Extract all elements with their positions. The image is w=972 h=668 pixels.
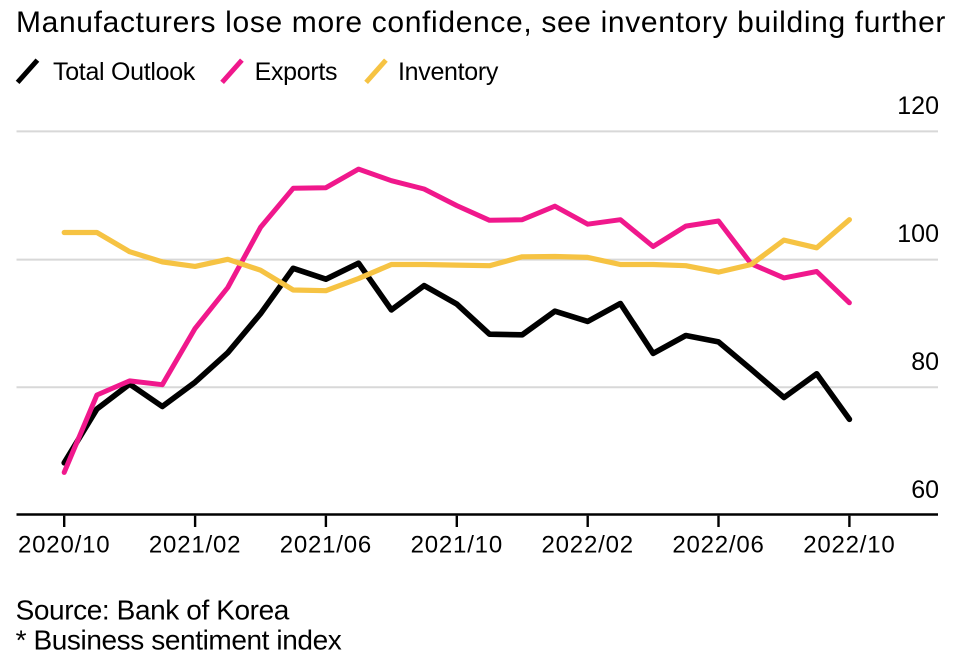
svg-text:2022/02: 2022/02	[542, 532, 634, 559]
svg-text:* Business sentiment index: * Business sentiment index	[16, 625, 342, 656]
svg-text:2022/10: 2022/10	[803, 532, 895, 559]
svg-text:2022/06: 2022/06	[672, 532, 764, 559]
svg-text:2020/10: 2020/10	[18, 532, 110, 559]
svg-text:2021/06: 2021/06	[280, 532, 372, 559]
svg-text:100: 100	[897, 220, 939, 248]
svg-text:Exports: Exports	[255, 58, 338, 86]
svg-text:2021/02: 2021/02	[149, 532, 241, 559]
svg-text:60: 60	[911, 476, 939, 504]
svg-text:Inventory: Inventory	[398, 58, 499, 86]
svg-text:Total Outlook: Total Outlook	[53, 58, 196, 86]
svg-text:2021/10: 2021/10	[411, 532, 503, 559]
svg-text:120: 120	[897, 92, 939, 120]
svg-text:Source: Bank of Korea: Source: Bank of Korea	[16, 595, 290, 626]
svg-text:Manufacturers lose more confid: Manufacturers lose more confidence, see …	[16, 6, 946, 39]
svg-text:80: 80	[911, 348, 939, 376]
